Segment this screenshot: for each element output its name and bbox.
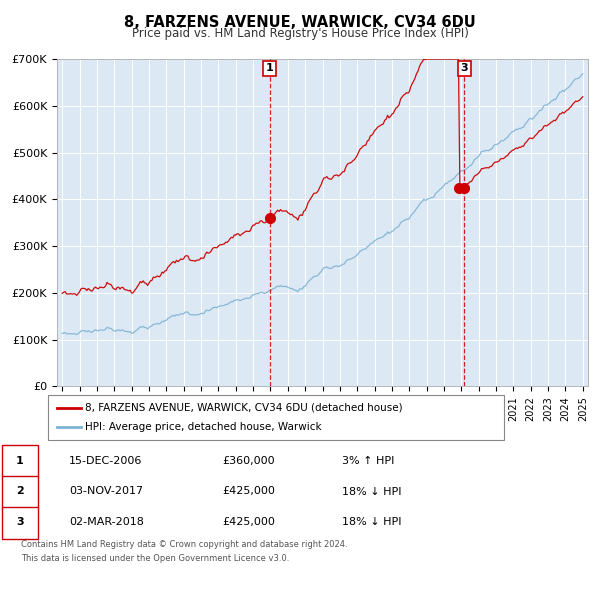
Text: 3: 3 <box>460 63 468 73</box>
Text: 2: 2 <box>16 487 23 496</box>
Text: 3% ↑ HPI: 3% ↑ HPI <box>342 456 394 466</box>
Text: 1: 1 <box>266 63 274 73</box>
Text: 03-NOV-2017: 03-NOV-2017 <box>69 487 143 496</box>
Text: £425,000: £425,000 <box>222 517 275 527</box>
Text: 3: 3 <box>16 517 23 527</box>
Text: 18% ↓ HPI: 18% ↓ HPI <box>342 517 401 527</box>
Text: £425,000: £425,000 <box>222 487 275 496</box>
Text: Price paid vs. HM Land Registry's House Price Index (HPI): Price paid vs. HM Land Registry's House … <box>131 27 469 40</box>
Text: HPI: Average price, detached house, Warwick: HPI: Average price, detached house, Warw… <box>85 422 322 432</box>
Text: 1: 1 <box>16 456 23 466</box>
Text: Contains HM Land Registry data © Crown copyright and database right 2024.: Contains HM Land Registry data © Crown c… <box>21 540 347 549</box>
Text: £360,000: £360,000 <box>222 456 275 466</box>
Text: This data is licensed under the Open Government Licence v3.0.: This data is licensed under the Open Gov… <box>21 554 289 563</box>
Text: 02-MAR-2018: 02-MAR-2018 <box>69 517 144 527</box>
Text: 8, FARZENS AVENUE, WARWICK, CV34 6DU (detached house): 8, FARZENS AVENUE, WARWICK, CV34 6DU (de… <box>85 403 403 412</box>
Text: 15-DEC-2006: 15-DEC-2006 <box>69 456 142 466</box>
Text: 18% ↓ HPI: 18% ↓ HPI <box>342 487 401 496</box>
Text: 8, FARZENS AVENUE, WARWICK, CV34 6DU: 8, FARZENS AVENUE, WARWICK, CV34 6DU <box>124 15 476 30</box>
